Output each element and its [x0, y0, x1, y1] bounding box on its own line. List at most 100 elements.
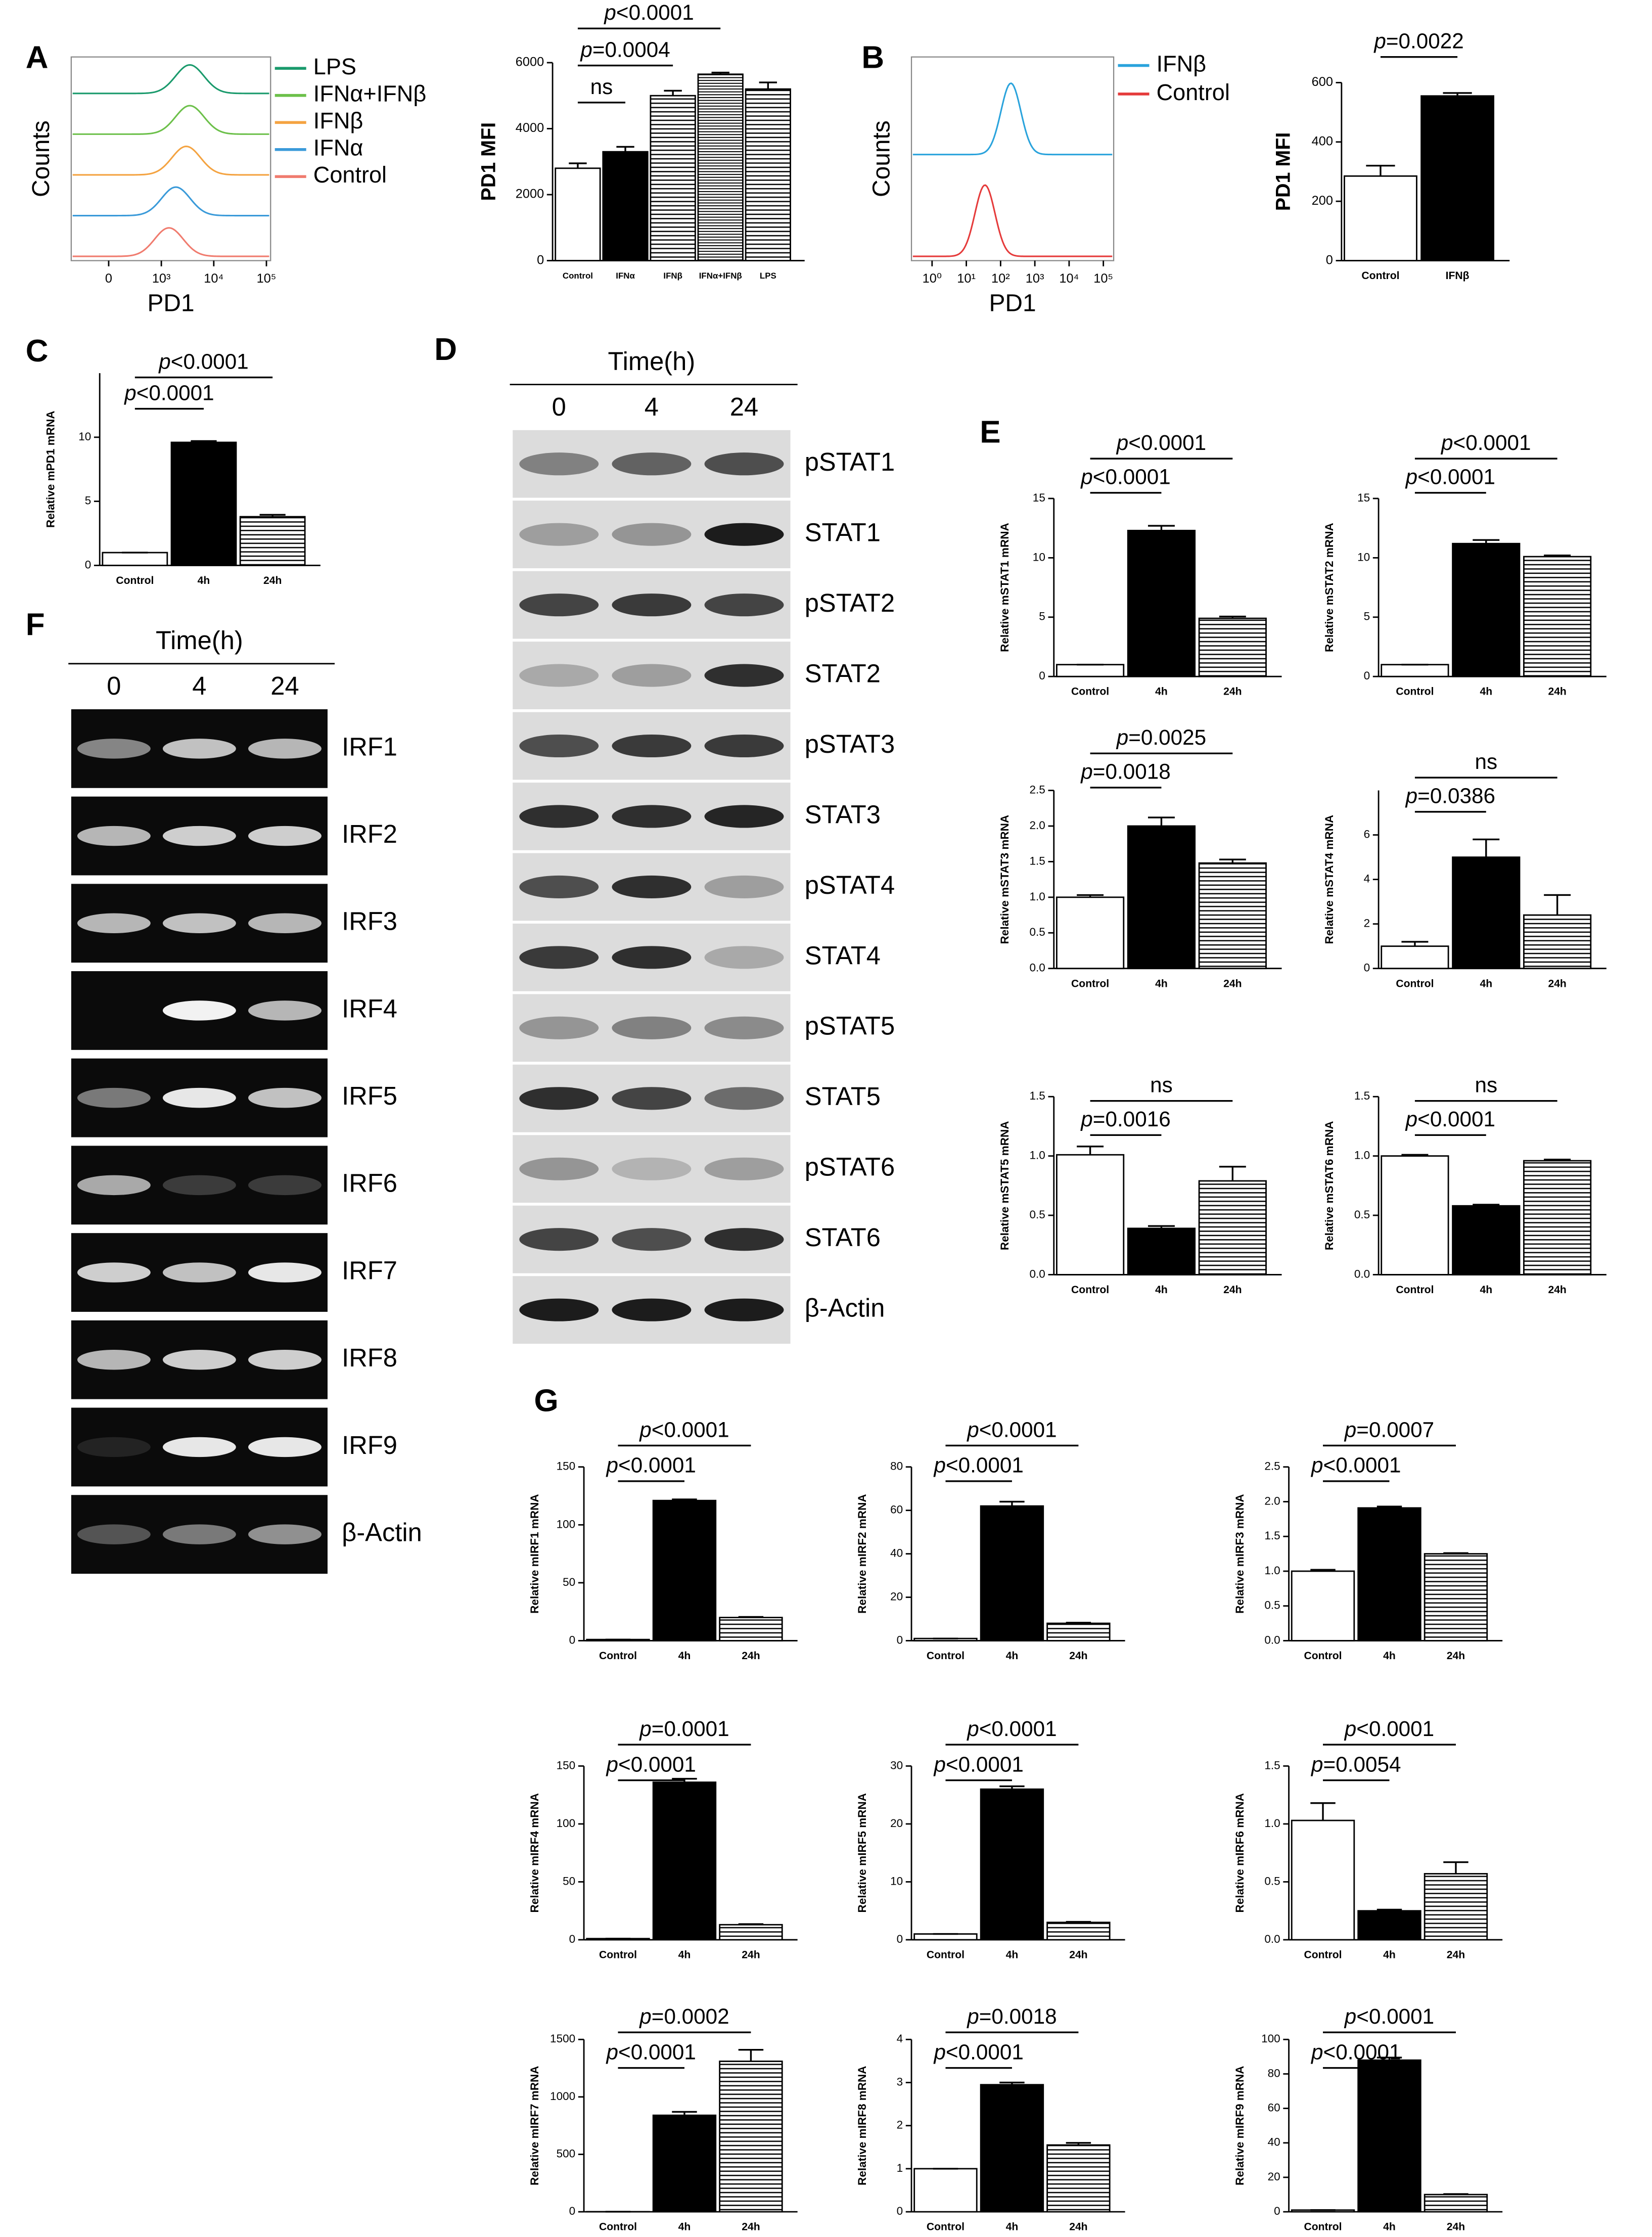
p-value: =0.0022 — [1386, 29, 1464, 53]
y-tick-label: 20 — [1268, 2170, 1280, 2183]
row-label: STAT5 — [805, 1082, 881, 1111]
band — [519, 875, 599, 898]
p-symbol: p — [1405, 784, 1418, 808]
y-tick-label: 2 — [897, 2119, 903, 2131]
row-label: STAT2 — [805, 659, 881, 688]
p-value: <0.0001 — [1356, 1717, 1434, 1741]
y-tick-label: 80 — [1268, 2067, 1280, 2079]
significance-label: p<0.0001 — [1310, 2040, 1401, 2064]
y-tick-label: 100 — [557, 1518, 576, 1530]
p-value: =0.0002 — [652, 2004, 729, 2028]
x-tick-label: 4h — [1006, 1949, 1019, 1961]
y-tick-label: 100 — [1261, 2032, 1280, 2045]
significance-label: p<0.0001 — [1344, 1717, 1434, 1741]
y-tick-label: 200 — [1312, 194, 1333, 208]
band — [248, 1262, 322, 1283]
y-tick-label: 3 — [897, 2075, 903, 2088]
bar — [745, 88, 791, 261]
band — [77, 739, 151, 759]
y-axis-label: Relative mSTAT1 mRNA — [998, 523, 1011, 652]
y-tick-label: 1.0 — [1030, 890, 1045, 903]
bar — [1127, 530, 1196, 677]
y-tick-label: 0 — [1039, 669, 1045, 682]
plot-frame — [910, 56, 1115, 261]
row-label: pSTAT3 — [805, 729, 895, 758]
significance-label: p<0.0001 — [158, 350, 248, 374]
y-axis-label: Counts — [28, 120, 55, 197]
p-value: =0.0001 — [652, 1717, 729, 1741]
bar — [652, 1782, 717, 1941]
p-value: <0.0001 — [1417, 465, 1495, 489]
band — [519, 1016, 599, 1039]
bar — [1381, 1155, 1449, 1275]
y-tick-label: 1.5 — [1354, 1089, 1370, 1102]
row-label: IRF5 — [342, 1081, 397, 1110]
error-bar — [1310, 1802, 1336, 1821]
error-bar — [1077, 1146, 1104, 1155]
band — [704, 946, 784, 969]
p-value: <0.0001 — [1323, 1453, 1401, 1477]
error-bar — [1148, 1225, 1175, 1228]
p-symbol: p — [1310, 1453, 1323, 1477]
bar — [913, 2168, 978, 2213]
bar — [980, 1788, 1044, 1941]
x-tick-label: 10² — [991, 271, 1010, 286]
p-symbol: p — [966, 1717, 979, 1741]
x-tick-label: 24h — [1223, 978, 1242, 989]
y-tick-label: 0 — [1274, 2205, 1280, 2217]
band — [248, 1350, 322, 1370]
error-bar — [1219, 1166, 1246, 1181]
p-value: <0.0001 — [979, 1717, 1057, 1741]
histogram-curve — [72, 145, 269, 176]
y-tick-label: 20 — [890, 1590, 903, 1603]
x-tick-label: 4h — [1155, 1284, 1168, 1296]
p-value: =0.0018 — [979, 2004, 1057, 2028]
p-value: <0.0001 — [946, 1453, 1024, 1477]
bar — [652, 1499, 717, 1641]
bar — [239, 516, 306, 566]
y-tick-label: 0 — [569, 2205, 576, 2217]
y-tick-label: 1.5 — [1030, 1089, 1045, 1102]
panel-letter: C — [26, 334, 49, 369]
band — [248, 1087, 322, 1108]
y-tick-label: 500 — [557, 2147, 576, 2160]
x-tick-label: 24h — [1548, 978, 1566, 989]
lane-label: 0 — [552, 392, 566, 421]
p-symbol: p — [1344, 1717, 1357, 1741]
p-symbol: p — [1405, 465, 1418, 489]
p-symbol: p — [1373, 29, 1386, 53]
significance-label: p<0.0001 — [933, 1753, 1023, 1776]
band — [612, 1087, 692, 1110]
x-axis-label: PD1 — [148, 290, 195, 317]
error-bar — [1148, 525, 1175, 531]
y-tick-label: 10 — [1033, 551, 1045, 563]
band — [704, 523, 784, 546]
significance-label: ns — [1475, 1073, 1497, 1097]
y-tick-label: 2.0 — [1030, 819, 1045, 832]
error-bar — [1544, 555, 1571, 557]
band — [519, 594, 599, 617]
x-tick-label: Control — [599, 1949, 637, 1961]
y-tick-label: 1.0 — [1264, 1817, 1280, 1830]
significance-label: p<0.0001 — [606, 2040, 696, 2064]
p-symbol: p — [1080, 760, 1093, 784]
x-tick-label: 24h — [742, 2221, 760, 2233]
band — [612, 1228, 692, 1251]
p-symbol: p — [1344, 1418, 1357, 1441]
panel-letter: A — [26, 40, 49, 75]
band — [519, 1298, 599, 1321]
p-symbol: p — [966, 2004, 979, 2028]
band — [248, 913, 322, 933]
y-axis-label: Relative mIRF9 mRNA — [1233, 2066, 1246, 2185]
y-tick-label: 30 — [890, 1759, 903, 1771]
error-bar — [999, 1785, 1025, 1790]
band — [519, 1157, 599, 1180]
p-value: =0.0004 — [592, 38, 670, 62]
significance-label: p<0.0001 — [1440, 431, 1531, 454]
x-tick-label: 4h — [1155, 978, 1168, 989]
bar — [719, 1617, 783, 1641]
bar — [555, 167, 601, 261]
band — [612, 875, 692, 898]
